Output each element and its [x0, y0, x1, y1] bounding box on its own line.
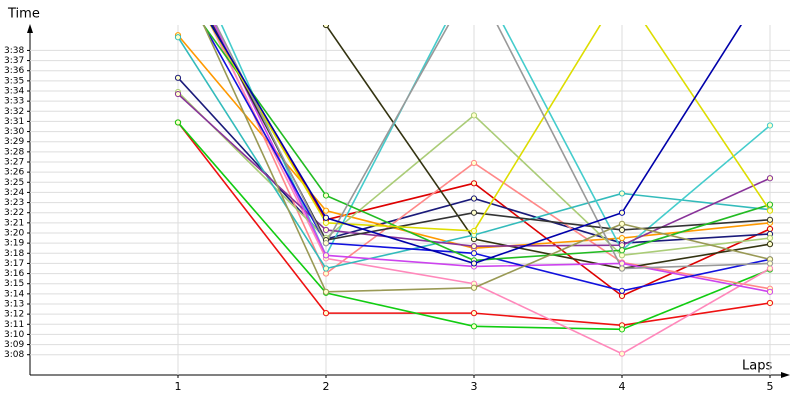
x-tick-label: 3	[471, 380, 478, 393]
y-tick-label: 3:27	[4, 158, 24, 168]
y-tick-label: 3:14	[4, 289, 24, 299]
point	[618, 234, 626, 242]
point	[618, 226, 626, 234]
y-tick-label: 3:11	[4, 320, 24, 330]
point	[470, 195, 478, 202]
y-tick-label: 3:23	[4, 198, 24, 208]
y-tick-label: 3:30	[4, 127, 24, 137]
y-tick-label: 3:32	[4, 107, 24, 117]
y-tick-label: 3:36	[4, 66, 24, 76]
point	[766, 175, 774, 182]
point	[470, 209, 478, 216]
y-tick-label: 3:34	[4, 87, 24, 97]
point	[766, 207, 774, 214]
point	[618, 260, 626, 267]
point	[174, 119, 182, 126]
y-tick-label: 3:08	[4, 350, 24, 360]
y-tick-label: 3:26	[4, 168, 24, 178]
point	[618, 247, 626, 254]
point	[618, 287, 626, 294]
point	[618, 242, 626, 249]
x-tick-label: 4	[619, 380, 626, 393]
y-tick-label: 3:22	[4, 208, 24, 218]
point	[322, 240, 330, 247]
point	[322, 207, 330, 214]
point	[766, 201, 774, 208]
x-tick-label: 1	[175, 380, 182, 393]
y-tick-label: 3:31	[4, 117, 24, 127]
x-arrow	[781, 372, 790, 378]
point	[618, 292, 626, 299]
point	[322, 252, 330, 259]
point	[618, 209, 626, 216]
y-tick-label: 3:09	[4, 340, 24, 350]
point	[470, 227, 478, 235]
point	[174, 34, 182, 41]
y-arrow	[27, 24, 33, 33]
y-tick-label: 3:10	[4, 330, 24, 340]
point	[322, 270, 330, 277]
point	[322, 310, 330, 317]
y-tick-label: 3:33	[4, 97, 24, 107]
point	[618, 326, 626, 333]
y-tick-label: 3:38	[4, 46, 24, 56]
y-tick-label: 3:12	[4, 310, 24, 320]
x-axis-label: Laps	[742, 359, 772, 374]
point	[766, 265, 774, 272]
point	[470, 284, 478, 291]
point	[322, 288, 330, 295]
point	[618, 190, 626, 197]
point	[766, 241, 774, 248]
series-line	[215, 25, 771, 270]
y-tick-label: 3:25	[4, 178, 24, 188]
point	[766, 260, 774, 267]
y-tick-label: 3:24	[4, 188, 24, 198]
point	[470, 180, 478, 187]
point	[470, 112, 478, 119]
point	[618, 265, 626, 272]
x-tick-label: 5	[767, 380, 774, 393]
point	[470, 250, 478, 257]
point	[174, 74, 182, 81]
point	[322, 226, 330, 234]
y-tick-label: 3:15	[4, 279, 24, 289]
point	[322, 219, 330, 226]
y-tick-label: 3:16	[4, 269, 24, 279]
point	[618, 252, 626, 259]
point	[470, 310, 478, 317]
y-tick-label: 3:35	[4, 76, 24, 86]
point	[322, 192, 330, 199]
y-tick-label: 3:21	[4, 218, 24, 228]
y-tick-label: 3:18	[4, 249, 24, 259]
point	[470, 323, 478, 330]
point	[766, 216, 774, 223]
point	[618, 350, 626, 357]
x-tick-label: 2	[323, 380, 330, 393]
y-tick-label: 3:29	[4, 137, 24, 147]
point	[322, 265, 330, 272]
point	[618, 220, 626, 227]
y-axis-label: Time	[7, 7, 40, 22]
y-tick-label: 3:13	[4, 300, 24, 310]
point	[766, 234, 774, 242]
point	[174, 90, 182, 98]
point	[766, 299, 774, 307]
point	[766, 288, 774, 295]
y-tick-label: 3:20	[4, 229, 24, 239]
y-tick-label: 3:17	[4, 259, 24, 269]
point	[470, 243, 478, 250]
point	[766, 225, 774, 233]
point	[322, 214, 330, 221]
point	[322, 25, 330, 29]
point	[470, 159, 478, 167]
point	[766, 122, 774, 129]
y-tick-label: 3:28	[4, 147, 24, 157]
y-tick-label: 3:19	[4, 239, 24, 249]
point	[470, 260, 478, 267]
y-tick-label: 3:37	[4, 56, 24, 66]
